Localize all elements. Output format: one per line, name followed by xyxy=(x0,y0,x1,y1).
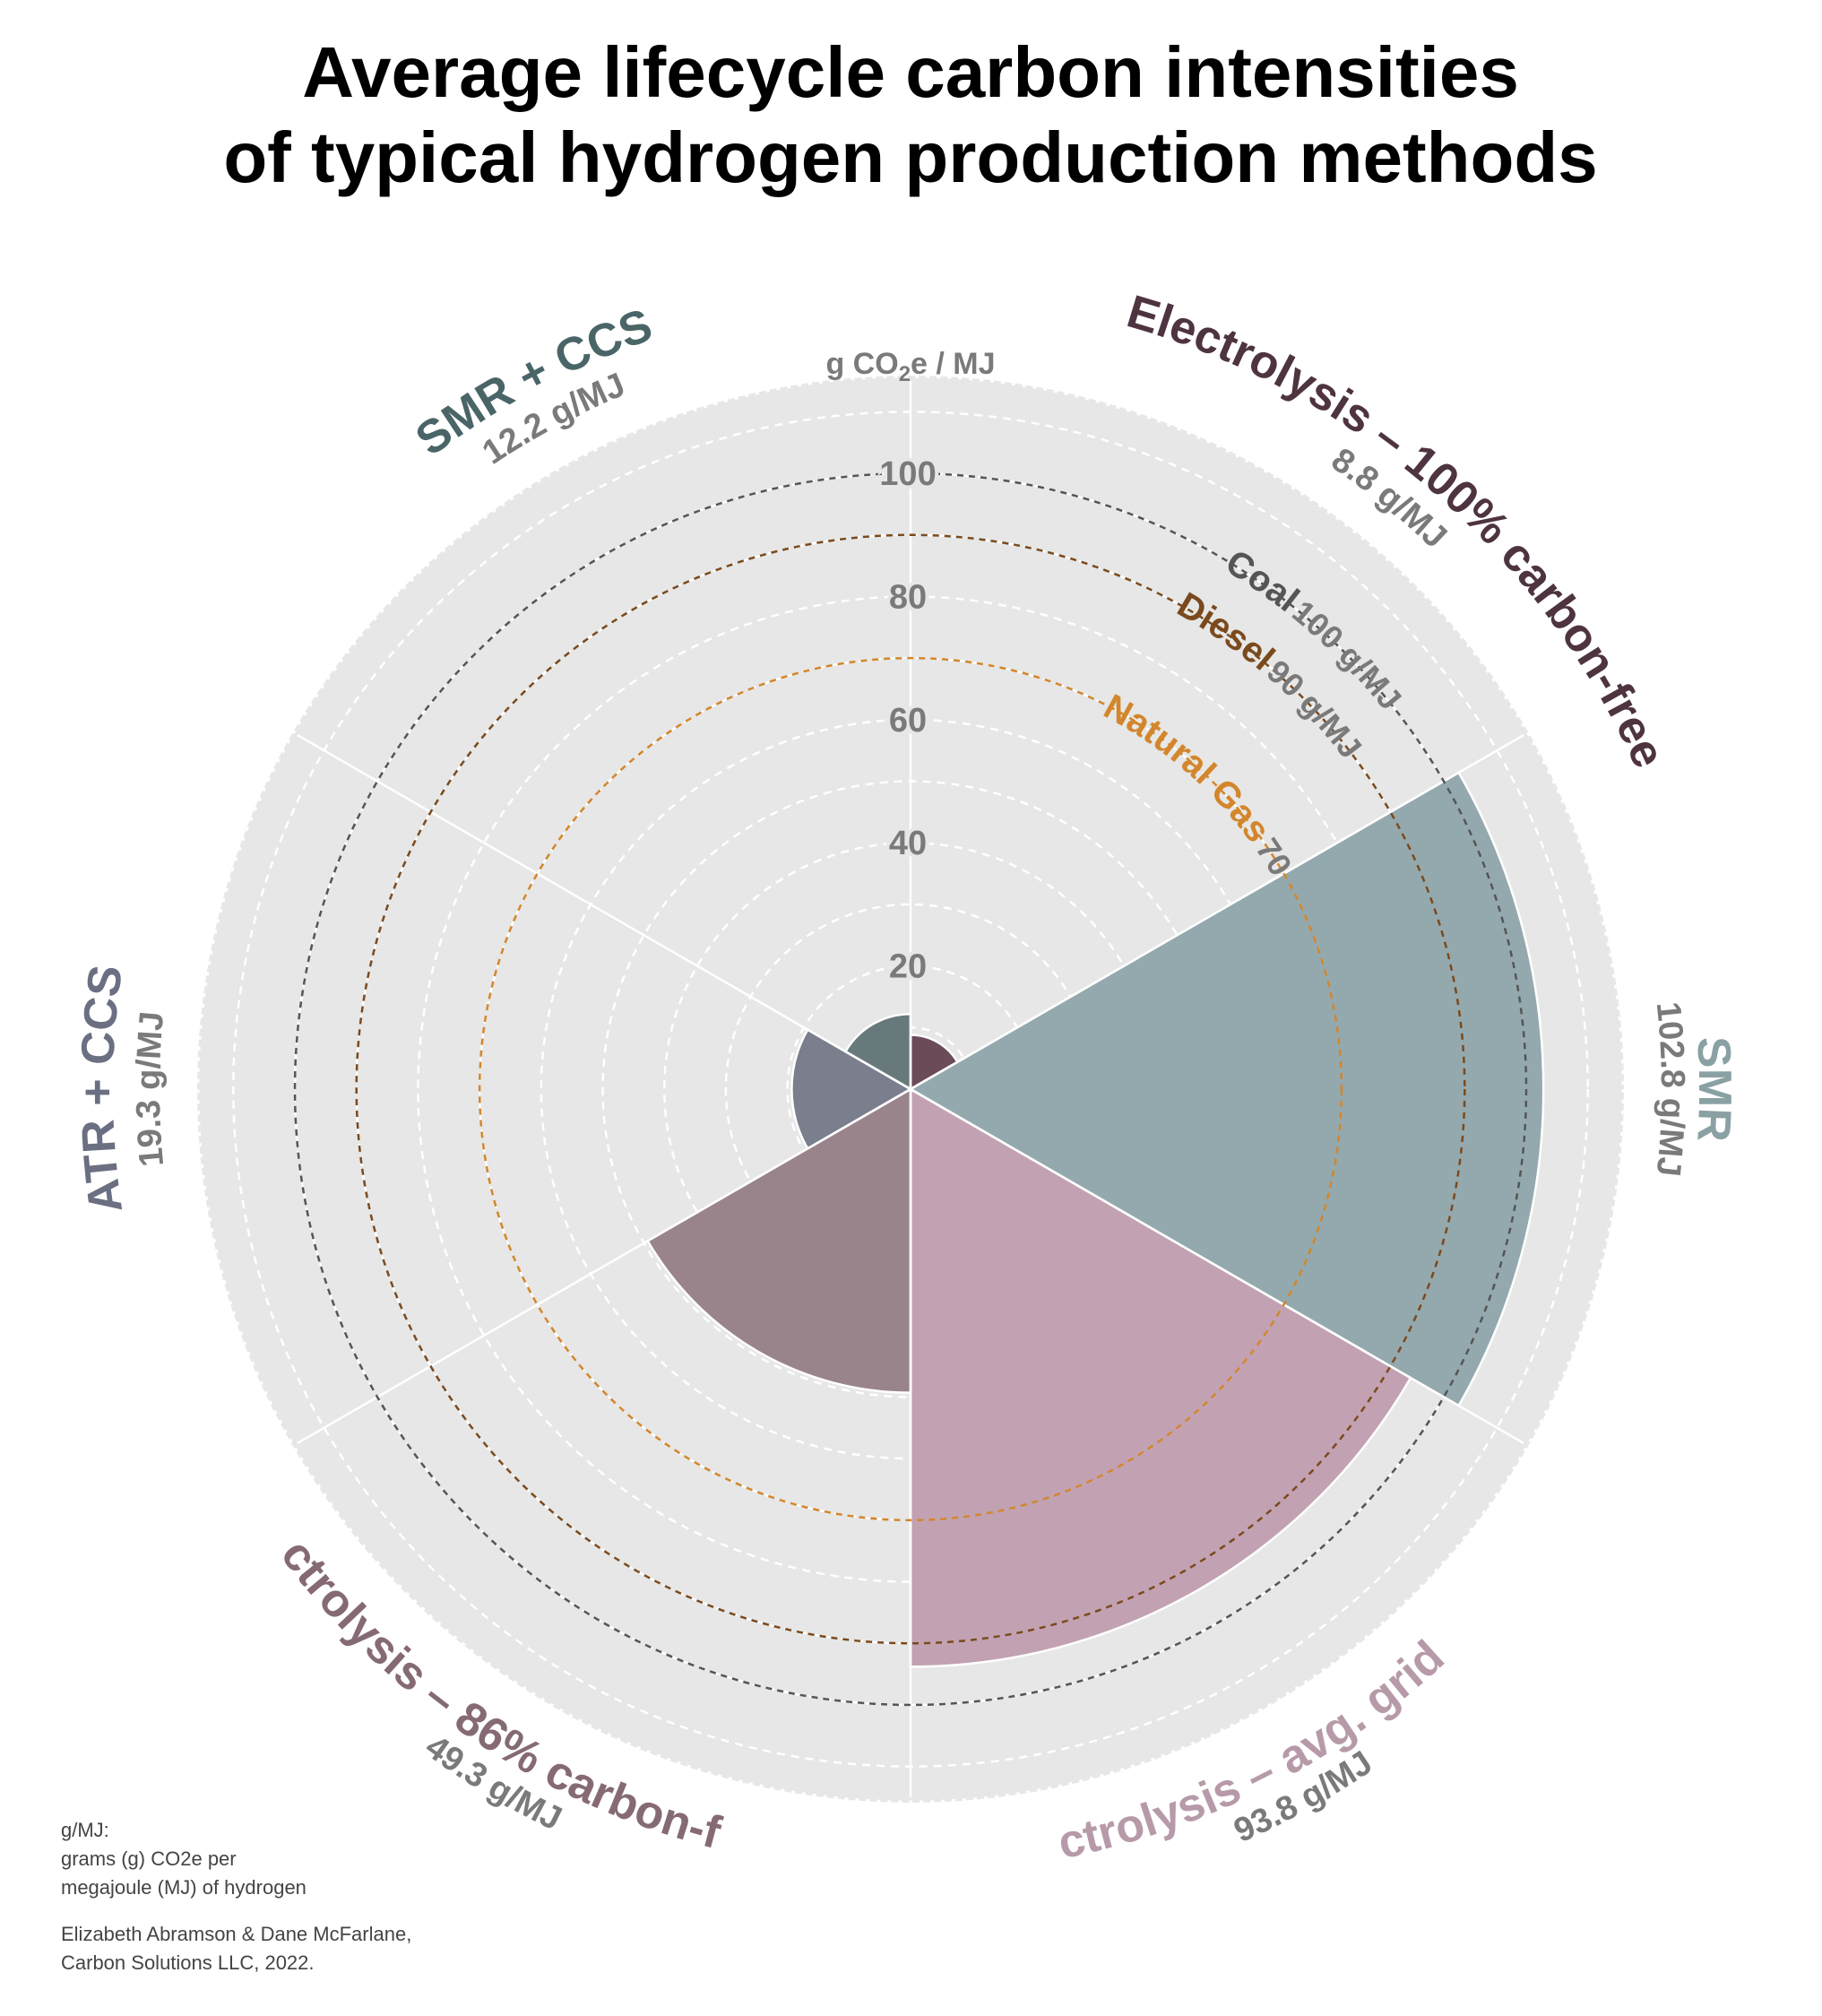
tick-label-100: 100 xyxy=(879,455,936,493)
axis-unit-label: g CO2e / MJ xyxy=(825,347,995,386)
footnote-credit: Elizabeth Abramson & Dane McFarlane, Car… xyxy=(61,1923,412,1974)
chart-title-line-2: of typical hydrogen production methods xyxy=(223,117,1597,197)
footnote-unit-explanation: g/MJ: grams (g) CO2e per megajoule (MJ) … xyxy=(61,1819,307,1899)
axis-unit-subscript: 2 xyxy=(899,362,911,386)
axis-unit-part: e / MJ xyxy=(911,347,995,381)
tick-label-40: 40 xyxy=(889,825,927,862)
category-label-4: ATR + CCS xyxy=(72,962,133,1216)
category-name-4: ATR + CCS xyxy=(72,962,133,1216)
bar-4 xyxy=(790,1028,913,1150)
bar-2 xyxy=(909,1086,1412,1668)
tick-label-20: 20 xyxy=(889,948,927,986)
tick-label-60: 60 xyxy=(889,702,927,740)
radial-line-1 xyxy=(910,733,1524,1091)
category-name-1: SMR xyxy=(1687,1035,1740,1143)
category-value-1: 102.8 g/MJ xyxy=(1649,1000,1691,1179)
radial-line-4 xyxy=(297,1087,911,1445)
bar-5 xyxy=(843,1012,912,1092)
bar-0 xyxy=(909,1034,960,1092)
reference-circle-1 xyxy=(355,533,1466,1645)
axis-unit-part: g CO xyxy=(825,347,898,381)
category-value-label-4: 19.3 g/MJ xyxy=(130,1010,171,1169)
category-label-1: SMR xyxy=(1687,1035,1740,1143)
reference-circle-0 xyxy=(293,472,1528,1707)
category-value-4: 19.3 g/MJ xyxy=(130,1010,171,1169)
category-value-label-1: 102.8 g/MJ xyxy=(1649,1000,1691,1179)
reference-circle-2 xyxy=(478,656,1343,1522)
chart-title-line-1: Average lifecycle carbon intensities xyxy=(302,32,1519,112)
bar-1 xyxy=(908,771,1545,1407)
radial-line-2 xyxy=(910,1087,1524,1445)
bar-3 xyxy=(645,1086,912,1394)
tick-label-80: 80 xyxy=(889,578,927,616)
radial-line-5 xyxy=(297,733,911,1091)
